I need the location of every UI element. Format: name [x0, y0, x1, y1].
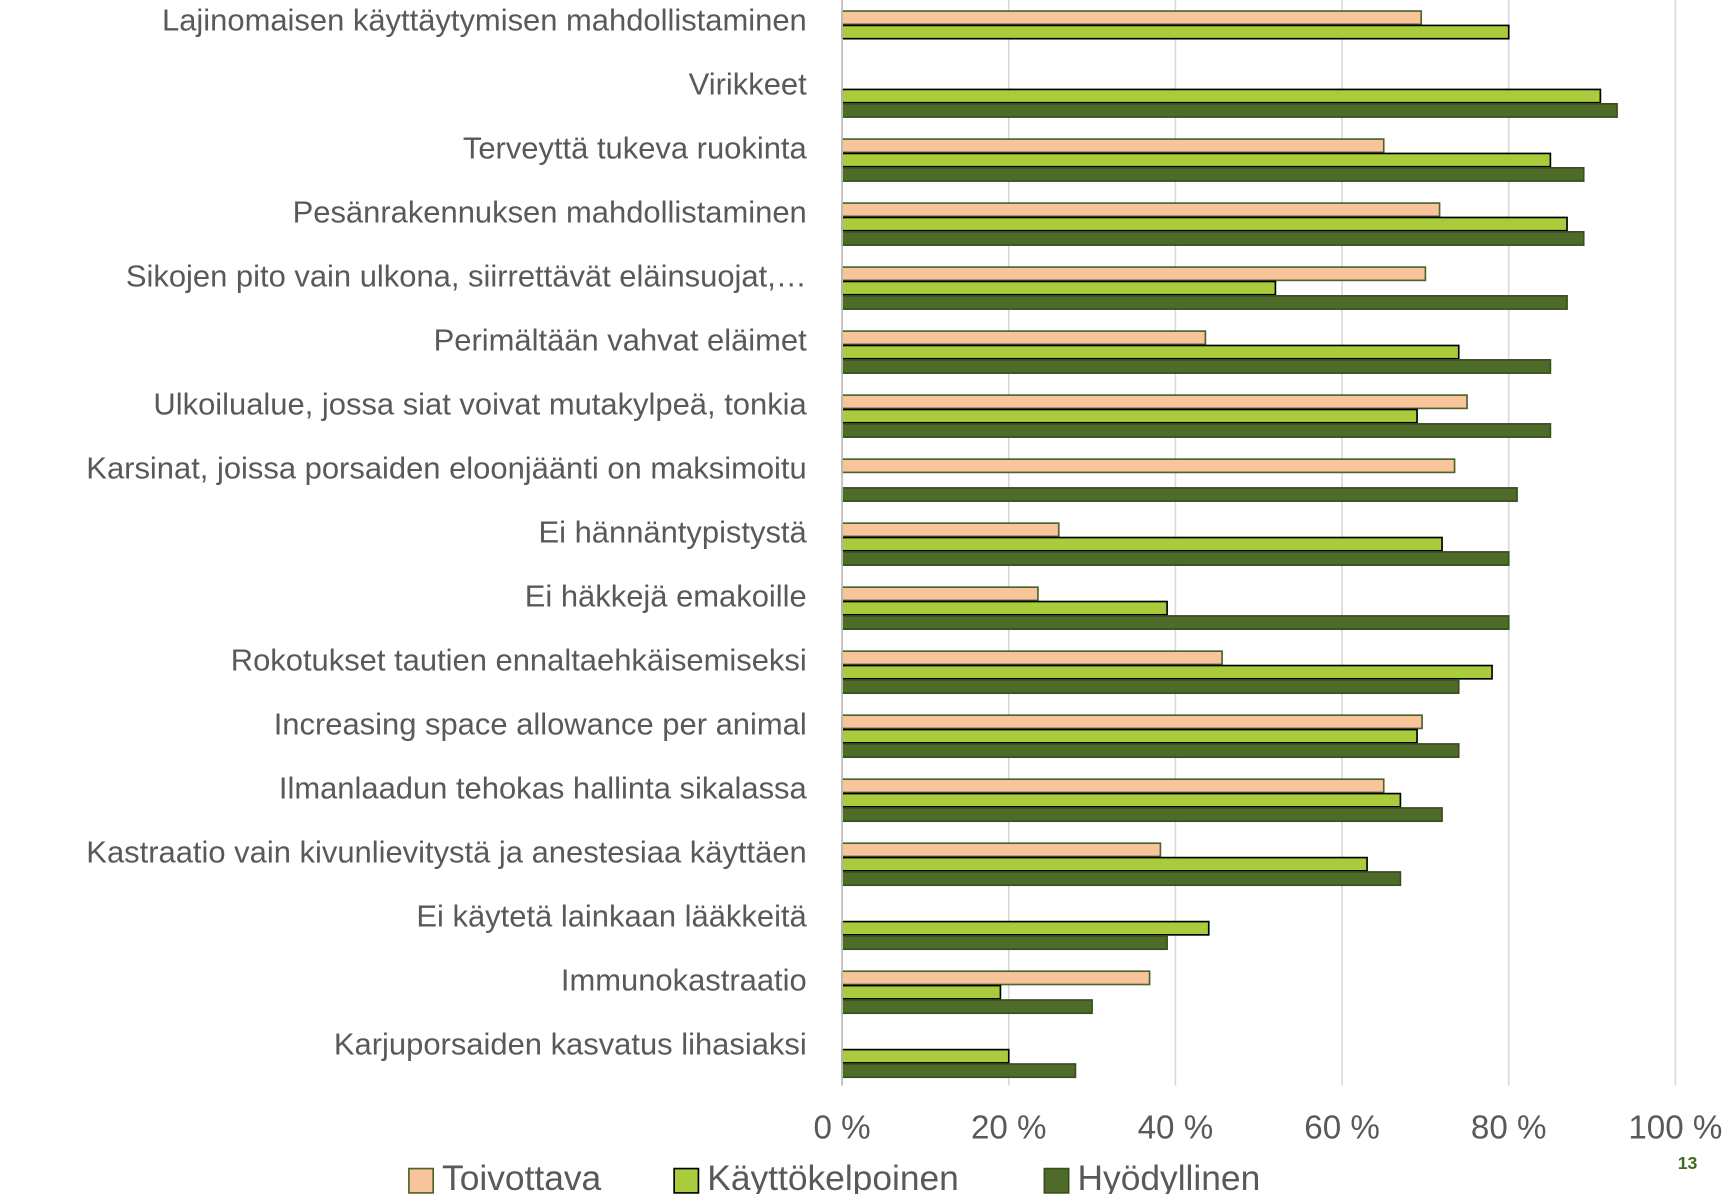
bar — [841, 664, 1493, 680]
bar — [841, 999, 1093, 1015]
x-tick-label: 20 % — [971, 1110, 1047, 1147]
bar — [841, 536, 1443, 552]
legend-label: Käyttökelpoinen — [707, 1159, 959, 1194]
category-label: Immunokastraatio — [561, 962, 807, 997]
bar — [841, 679, 1460, 695]
bar — [841, 728, 1418, 744]
bar — [841, 216, 1568, 232]
bar — [841, 970, 1151, 986]
bar — [841, 807, 1443, 823]
bar — [841, 1048, 1010, 1064]
category-label: Ei hännäntypistystä — [538, 514, 807, 549]
bar — [841, 871, 1402, 887]
legend-swatch — [1043, 1167, 1070, 1194]
legend-swatch — [673, 1167, 700, 1194]
bar — [841, 920, 1210, 936]
bar — [841, 551, 1510, 566]
category-label: Perimältään vahvat eläimet — [434, 322, 807, 357]
x-tick-label: 60 % — [1304, 1110, 1380, 1147]
legend-swatch — [408, 1167, 435, 1194]
bar — [841, 202, 1441, 218]
bar — [841, 984, 1002, 1000]
bar — [841, 266, 1427, 282]
bar — [841, 714, 1423, 730]
bar — [841, 586, 1039, 602]
bar — [841, 330, 1207, 346]
bar — [841, 394, 1468, 410]
category-label: Ei häkkejä emakoille — [525, 578, 807, 613]
page-number: 13 — [1678, 1153, 1698, 1173]
bar — [841, 88, 1602, 104]
category-label: Terveyttä tukeva ruokinta — [463, 130, 808, 165]
bar — [841, 856, 1368, 872]
bar — [841, 138, 1385, 154]
category-label: Rokotukset tautien ennaltaehkäisemiseksi — [231, 642, 807, 677]
category-label: Sikojen pito vain ulkona, siirrettävät e… — [126, 258, 807, 293]
category-label: Karjuporsaiden kasvatus lihasiaksi — [334, 1026, 807, 1061]
bar — [841, 10, 1423, 26]
x-tick-label: 100 % — [1628, 1110, 1722, 1147]
bar — [841, 295, 1568, 310]
bar — [841, 743, 1460, 759]
bar — [841, 615, 1510, 631]
bar — [841, 344, 1460, 360]
bar — [841, 458, 1456, 474]
bar — [841, 778, 1385, 794]
x-tick-label: 0 % — [814, 1110, 871, 1147]
category-label: Ei käytetä lainkaan lääkkeitä — [416, 898, 807, 933]
category-label: Ulkoilualue, jossa siat voivat mutakylpe… — [153, 386, 807, 421]
bar — [841, 522, 1060, 538]
bar — [841, 1063, 1077, 1079]
legend-label: Hyödyllinen — [1078, 1159, 1261, 1194]
bar — [841, 842, 1162, 858]
bar — [841, 102, 1618, 118]
category-label: Kastraatio vain kivunlievitystä ja anest… — [86, 834, 806, 869]
category-label: Ilmanlaadun tehokas hallinta sikalassa — [279, 770, 808, 805]
bar — [841, 24, 1510, 40]
x-tick-label: 40 % — [1138, 1110, 1214, 1147]
category-label: Virikkeet — [689, 66, 807, 101]
bar — [841, 280, 1277, 296]
bar — [841, 408, 1418, 424]
x-tick-label: 80 % — [1471, 1110, 1547, 1147]
bar — [841, 487, 1518, 502]
bar — [841, 359, 1552, 374]
bar — [841, 166, 1585, 182]
bar — [841, 792, 1402, 808]
category-label: Karsinat, joissa porsaiden eloonjäänti o… — [86, 450, 806, 485]
bar — [841, 152, 1552, 168]
bar — [841, 600, 1168, 616]
category-label: Pesänrakennuksen mahdollistaminen — [293, 194, 807, 229]
bar — [841, 935, 1168, 951]
category-label: Lajinomaisen käyttäytymisen mahdollistam… — [162, 2, 807, 37]
category-label: Increasing space allowance per animal — [274, 706, 807, 741]
legend-label: Toivottava — [442, 1159, 602, 1194]
bar — [841, 650, 1223, 666]
bar — [841, 231, 1585, 246]
bar — [841, 423, 1552, 438]
